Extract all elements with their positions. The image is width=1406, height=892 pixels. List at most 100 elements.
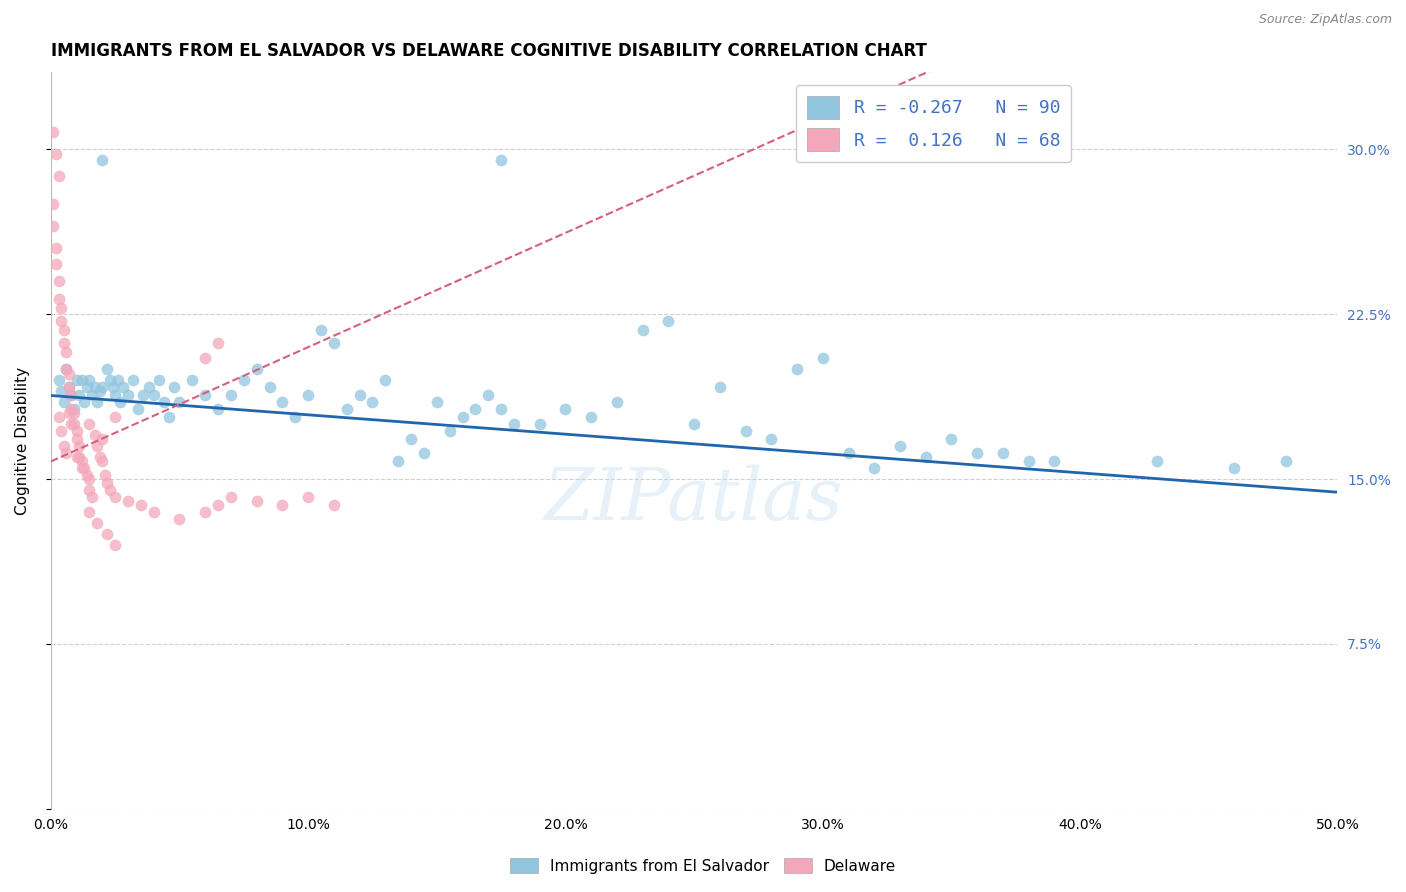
Point bbox=[79, 373, 101, 387]
Point bbox=[86, 395, 108, 409]
Point bbox=[83, 428, 105, 442]
Point bbox=[142, 388, 165, 402]
Point bbox=[413, 445, 436, 459]
Point bbox=[132, 388, 155, 402]
Point bbox=[63, 401, 86, 416]
Point bbox=[52, 395, 75, 409]
Point bbox=[606, 395, 628, 409]
Point bbox=[96, 476, 118, 491]
Point bbox=[271, 499, 294, 513]
Point bbox=[45, 241, 67, 255]
Point bbox=[80, 388, 103, 402]
Point bbox=[309, 322, 332, 336]
Point bbox=[709, 380, 731, 394]
Point bbox=[259, 380, 281, 394]
Point bbox=[863, 461, 886, 475]
Point bbox=[837, 445, 859, 459]
Point bbox=[554, 401, 576, 416]
Point bbox=[98, 483, 121, 497]
Point bbox=[49, 424, 72, 438]
Point bbox=[42, 125, 65, 139]
Point bbox=[96, 527, 118, 541]
Point bbox=[503, 417, 526, 431]
Point bbox=[79, 505, 101, 519]
Point bbox=[89, 384, 111, 398]
Point bbox=[79, 417, 101, 431]
Point bbox=[70, 373, 93, 387]
Point bbox=[48, 292, 70, 306]
Point bbox=[98, 373, 121, 387]
Point bbox=[63, 406, 86, 420]
Point bbox=[169, 511, 191, 525]
Point bbox=[219, 490, 242, 504]
Point bbox=[529, 417, 551, 431]
Point bbox=[657, 314, 679, 328]
Point bbox=[65, 373, 87, 387]
Point bbox=[207, 335, 229, 350]
Point bbox=[489, 401, 512, 416]
Point bbox=[110, 395, 132, 409]
Point bbox=[107, 373, 129, 387]
Point bbox=[914, 450, 936, 464]
Point bbox=[73, 395, 96, 409]
Point bbox=[138, 380, 160, 394]
Point bbox=[761, 433, 783, 447]
Point bbox=[153, 395, 176, 409]
Point bbox=[42, 197, 65, 211]
Point bbox=[89, 450, 111, 464]
Point bbox=[55, 362, 77, 376]
Point bbox=[49, 384, 72, 398]
Point bbox=[70, 454, 93, 468]
Point bbox=[284, 410, 307, 425]
Point bbox=[207, 401, 229, 416]
Point bbox=[169, 395, 191, 409]
Point bbox=[194, 505, 217, 519]
Point bbox=[42, 219, 65, 234]
Point bbox=[104, 410, 127, 425]
Point bbox=[232, 373, 254, 387]
Point bbox=[76, 380, 98, 394]
Point bbox=[58, 367, 80, 381]
Point bbox=[70, 461, 93, 475]
Point bbox=[811, 351, 834, 365]
Point bbox=[60, 388, 83, 402]
Point bbox=[86, 439, 108, 453]
Point bbox=[65, 450, 87, 464]
Point bbox=[477, 388, 499, 402]
Point bbox=[79, 472, 101, 486]
Point bbox=[439, 424, 461, 438]
Point bbox=[91, 153, 114, 168]
Point bbox=[246, 362, 269, 376]
Point bbox=[55, 362, 77, 376]
Point bbox=[65, 424, 87, 438]
Point bbox=[122, 373, 145, 387]
Point bbox=[464, 401, 486, 416]
Point bbox=[67, 450, 90, 464]
Point bbox=[336, 401, 359, 416]
Point bbox=[58, 380, 80, 394]
Point bbox=[60, 388, 83, 402]
Point bbox=[48, 410, 70, 425]
Point bbox=[734, 424, 756, 438]
Point bbox=[181, 373, 204, 387]
Point bbox=[889, 439, 911, 453]
Point bbox=[322, 335, 344, 350]
Point bbox=[55, 445, 77, 459]
Point bbox=[73, 461, 96, 475]
Point bbox=[1018, 454, 1040, 468]
Point bbox=[83, 380, 105, 394]
Point bbox=[58, 380, 80, 394]
Point bbox=[48, 169, 70, 183]
Point bbox=[117, 388, 139, 402]
Point bbox=[96, 362, 118, 376]
Point bbox=[194, 351, 217, 365]
Point bbox=[45, 146, 67, 161]
Point bbox=[1043, 454, 1066, 468]
Point bbox=[104, 490, 127, 504]
Point bbox=[157, 410, 180, 425]
Point bbox=[76, 467, 98, 482]
Point bbox=[129, 499, 152, 513]
Point bbox=[67, 439, 90, 453]
Point bbox=[219, 388, 242, 402]
Point bbox=[194, 388, 217, 402]
